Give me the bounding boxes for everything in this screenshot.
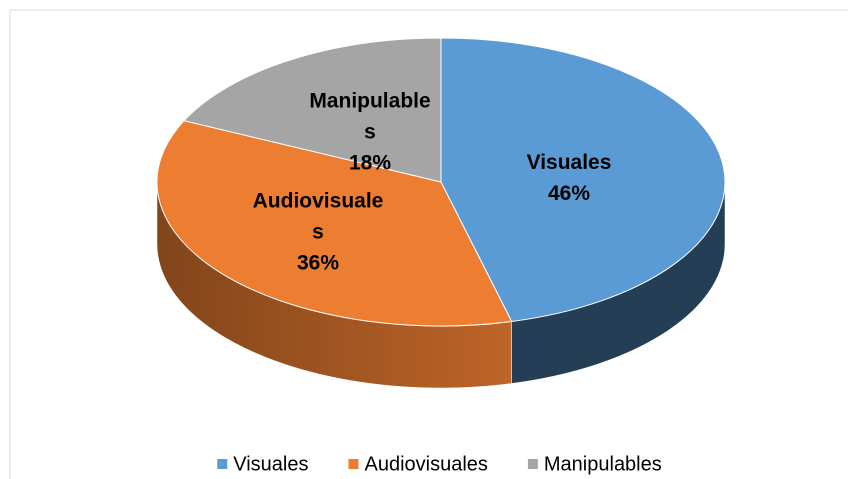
label-value: 36% (296, 251, 340, 275)
legend-label: Visuales (233, 453, 308, 475)
legend-label: Manipulables (544, 453, 662, 475)
legend-swatch (217, 459, 228, 469)
legend-swatch (348, 459, 359, 469)
label-name: Visuales (526, 151, 612, 174)
legend-swatch (527, 459, 538, 469)
data-label: Visuales 46% (499, 147, 639, 209)
label-value: 18% (348, 151, 392, 175)
pie-slice (183, 37, 442, 183)
legend-label: Audiovisuales (364, 453, 487, 475)
pie-slice (156, 120, 513, 327)
data-label: Audiovisuales 36% (252, 186, 384, 279)
label-name: Audiovisuales (252, 189, 384, 244)
data-label: Manipulables 18% (308, 86, 432, 179)
pie-slice (440, 37, 726, 323)
legend: Visuales Audiovisuales Manipulables (217, 453, 662, 475)
label-value: 46% (547, 182, 591, 205)
label-name: Manipulables (309, 89, 431, 144)
